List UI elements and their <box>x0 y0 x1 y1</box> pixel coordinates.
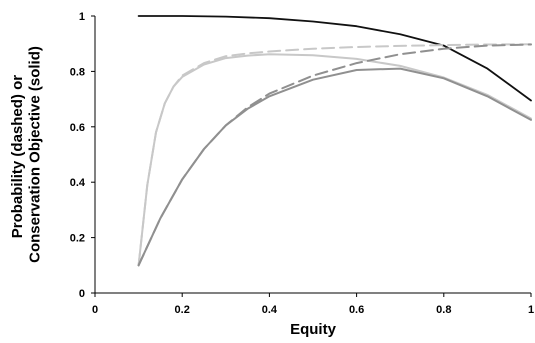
axes <box>94 16 531 294</box>
y-tick-label: 0.2 <box>70 233 85 245</box>
x-tick-label: 0.8 <box>436 304 451 316</box>
series-line-4-dashed <box>137 43 532 267</box>
x-tick-label: 0.2 <box>175 304 190 316</box>
y-axis-title: Probability (dashed) or Conservation Obj… <box>9 46 43 263</box>
y-tick-label: 0.8 <box>70 66 85 78</box>
x-tick-label: 0.4 <box>262 304 278 316</box>
y-tick-label: 1 <box>79 11 85 23</box>
series-layer <box>137 15 532 267</box>
tick-labels: 0 0.2 0.4 0.6 0.8 1 0 0.2 0.4 0.6 0.8 1 <box>70 11 534 316</box>
y-axis-title-line-1: Probability (dashed) or <box>9 75 26 239</box>
x-axis-title: Equity <box>290 321 336 338</box>
series-line-5-solid <box>137 67 532 267</box>
y-tick-label: 0 <box>79 288 85 300</box>
series-line-3-solid <box>137 53 532 267</box>
series-line-2-dashed <box>137 43 532 267</box>
y-tick-label: 0.4 <box>70 177 86 189</box>
x-tick-label: 0 <box>92 304 98 316</box>
series-line-1-solid <box>137 15 532 102</box>
y-axis-title-line-2: Conservation Objective (solid) <box>26 46 43 263</box>
x-tick-label: 0.6 <box>349 304 364 316</box>
x-tick-label: 1 <box>528 304 534 316</box>
y-tick-label: 0.6 <box>70 122 85 134</box>
